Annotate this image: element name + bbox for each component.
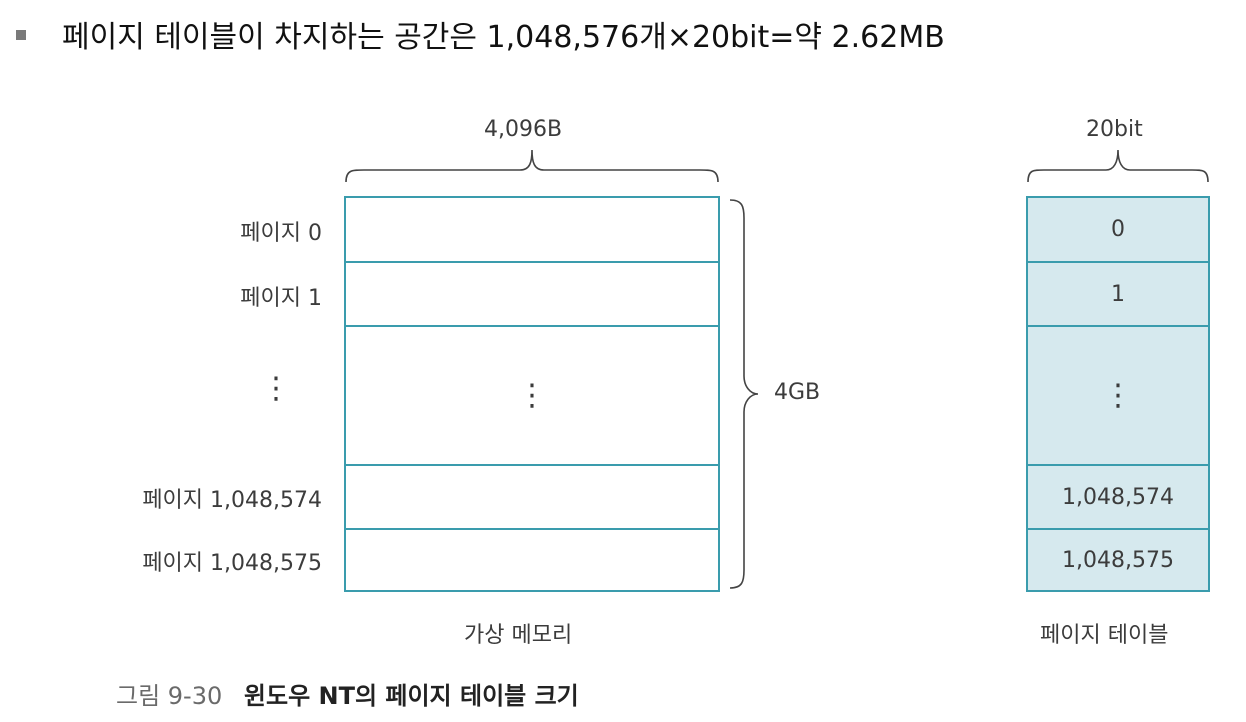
figure-number: 그림 9-30: [116, 682, 223, 710]
pt-cell-1: 1: [1111, 281, 1125, 307]
vm-title: 가상 메모리: [464, 623, 573, 648]
page-table: 0 1 ⋮ 1,048,574 1,048,575: [1026, 196, 1210, 592]
figure-title: 윈도우 NT의 페이지 테이블 크기: [243, 682, 579, 710]
pt-cell-4: 1,048,575: [1062, 547, 1174, 573]
vm-row: [346, 466, 718, 530]
pt-row: 1,048,574: [1028, 466, 1208, 530]
pt-row: 1,048,575: [1028, 530, 1208, 590]
pt-top-brace-icon: [1027, 149, 1209, 183]
vm-row: [346, 198, 718, 263]
vm-top-brace-icon: [345, 149, 719, 183]
bullet-text: 페이지 테이블이 차지하는 공간은 1,048,576개×20bit=약 2.6…: [62, 20, 945, 55]
vm-width-label: 4,096B: [484, 117, 563, 142]
square-bullet-icon: [16, 30, 26, 40]
vm-row: ⋮: [346, 327, 718, 466]
virtual-memory-table: ⋮: [344, 196, 720, 592]
vm-row: [346, 263, 718, 327]
vm-row-label-3: 페이지 1,048,574: [142, 488, 322, 513]
vm-row: [346, 530, 718, 590]
vm-row-label-1: 페이지 1: [240, 286, 322, 311]
pt-title: 페이지 테이블: [1040, 623, 1169, 648]
pt-cell-ellipsis: ⋮: [1103, 377, 1133, 413]
vm-row-label-0: 페이지 0: [240, 221, 322, 246]
pt-width-label: 20bit: [1086, 117, 1143, 142]
bullet-line: 페이지 테이블이 차지하는 공간은 1,048,576개×20bit=약 2.6…: [16, 12, 945, 56]
figure-caption: 그림 9-30 윈도우 NT의 페이지 테이블 크기: [116, 676, 579, 711]
vm-row-label-ellipsis: ⋮: [261, 371, 291, 406]
pt-cell-3: 1,048,574: [1062, 484, 1174, 510]
vm-size-brace-icon: [729, 199, 759, 589]
pt-row: ⋮: [1028, 327, 1208, 466]
vm-size-label: 4GB: [774, 380, 821, 405]
pt-row: 1: [1028, 263, 1208, 327]
vm-row-label-4: 페이지 1,048,575: [142, 551, 322, 576]
pt-cell-0: 0: [1111, 217, 1125, 242]
vm-cell-ellipsis: ⋮: [517, 377, 547, 413]
pt-row: 0: [1028, 198, 1208, 263]
